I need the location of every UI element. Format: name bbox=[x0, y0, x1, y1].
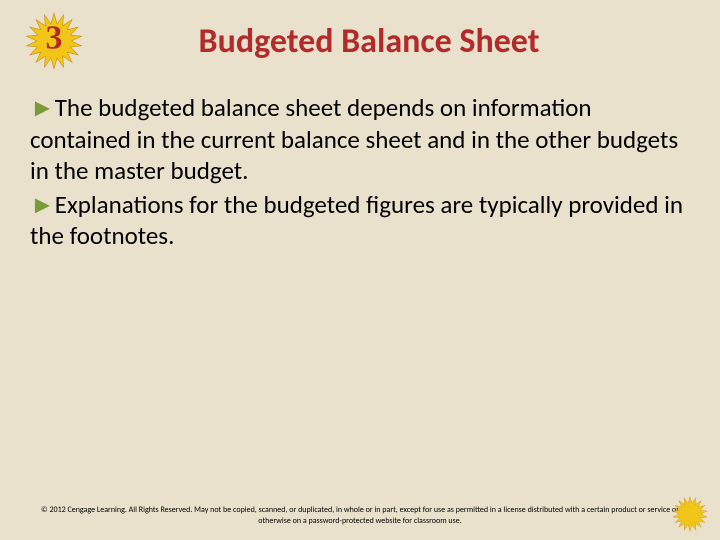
content-area: ►The budgeted balance sheet depends on i… bbox=[0, 86, 720, 252]
section-number: 3 bbox=[46, 20, 63, 58]
bullet-text: Explanations for the budgeted figures ar… bbox=[30, 189, 683, 252]
slide-header: 3 Budgeted Balance Sheet bbox=[0, 0, 720, 86]
page-title: Budgeted Balance Sheet bbox=[88, 21, 700, 62]
bullet-arrow-icon: ► bbox=[30, 189, 55, 220]
starburst-badge: 3 bbox=[20, 12, 88, 70]
bullet-item: ►Explanations for the budgeted figures a… bbox=[30, 189, 690, 252]
bullet-item: ►The budgeted balance sheet depends on i… bbox=[30, 92, 690, 187]
bullet-arrow-icon: ► bbox=[30, 92, 55, 123]
corner-star-icon bbox=[670, 496, 710, 532]
slide: 3 Budgeted Balance Sheet ►The budgeted b… bbox=[0, 0, 720, 540]
copyright-footer: © 2012 Cengage Learning. All Rights Rese… bbox=[30, 505, 690, 526]
bullet-text: The budgeted balance sheet depends on in… bbox=[30, 92, 678, 186]
